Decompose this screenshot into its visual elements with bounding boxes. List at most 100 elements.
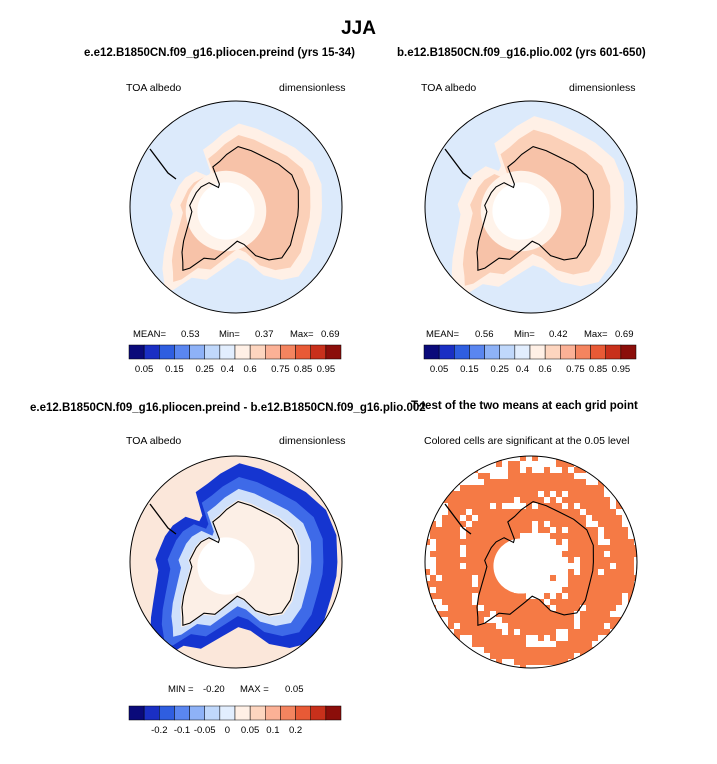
- map-coastline: [181, 145, 299, 272]
- panel2-units-label: dimensionless: [569, 82, 636, 94]
- map-boundary: [424, 455, 638, 669]
- colorbar-swatch: [544, 344, 561, 360]
- panel1-mean-value: 0.53: [181, 329, 200, 340]
- map-missing-pole: [493, 538, 549, 594]
- panel3-title: e.e12.B1850CN.f09_g16.pliocen.preind - b…: [30, 402, 426, 414]
- colorbar-swatch: [469, 344, 485, 360]
- map-coastline: [476, 500, 594, 627]
- colorbar-tick-label: 0.75: [271, 364, 290, 375]
- panel2-max-value: 0.69: [615, 329, 634, 340]
- panel3-variable-label: TOA albedo: [126, 435, 182, 447]
- colorbar-swatch: [204, 705, 221, 721]
- colorbar-tick-label: -0.2: [151, 725, 167, 736]
- panel1-colorbar: 0.05 0.15 0.25 0.4 0.6 0.75 0.85 0.95: [128, 344, 342, 375]
- colorbar-swatch: [219, 705, 236, 721]
- map-missing-pole: [197, 537, 255, 595]
- colorbar-swatch: [514, 344, 531, 360]
- colorbar-swatch: [575, 344, 591, 360]
- colorbar-tick-label: 0.15: [460, 364, 479, 375]
- colorbar-swatch: [219, 344, 236, 360]
- colorbar-swatch: [454, 344, 470, 360]
- colorbar-swatch: [143, 344, 160, 360]
- colorbar-swatch: [295, 705, 311, 721]
- panel3-min-label: MIN =: [168, 684, 194, 695]
- panel2-min-value: 0.42: [549, 329, 568, 340]
- colorbar-tick-label: 0.6: [538, 364, 551, 375]
- colorbar-tick-label: 0: [225, 725, 230, 736]
- panel2-min-label: Min=: [514, 329, 535, 340]
- colorbar-swatch: [249, 344, 266, 360]
- panel2-max-label: Max=: [584, 329, 608, 340]
- colorbar-swatch: [499, 344, 516, 360]
- panel1-units-label: dimensionless: [279, 82, 346, 94]
- colorbar-swatch: [265, 344, 281, 360]
- panel1-mean-label: MEAN=: [133, 329, 166, 340]
- colorbar-swatch: [280, 344, 296, 360]
- map-missing-pole: [197, 182, 255, 240]
- colorbar-swatch: [310, 344, 327, 360]
- map-boundary: [424, 100, 638, 314]
- panel1-variable-label: TOA albedo: [126, 82, 182, 94]
- colorbar-swatch: [189, 705, 205, 721]
- panel2-mean-value: 0.56: [475, 329, 494, 340]
- colorbar-swatch: [159, 705, 175, 721]
- colorbar-swatch: [438, 344, 455, 360]
- colorbar-swatch: [234, 705, 251, 721]
- map-peninsula-coastline: [149, 148, 177, 180]
- colorbar-tick-label: 0.4: [221, 364, 234, 375]
- panel2-variable-label: TOA albedo: [421, 82, 477, 94]
- panel1-title: e.e12.B1850CN.f09_g16.pliocen.preind (yr…: [84, 47, 356, 59]
- panel1-max-value: 0.69: [321, 329, 340, 340]
- colorbar-tick-label: 0.25: [195, 364, 214, 375]
- colorbar-tick-label: -0.1: [174, 725, 190, 736]
- colorbar-swatch: [143, 705, 160, 721]
- panel2-title: b.e12.B1850CN.f09_g16.plio.002 (yrs 601-…: [397, 47, 646, 59]
- panel3-colorbar: -0.2 -0.1 -0.05 0 0.05 0.1 0.2: [128, 705, 342, 736]
- colorbar-tick-label: 0.75: [566, 364, 585, 375]
- colorbar-tick-label: 0.85: [294, 364, 313, 375]
- colorbar-swatch: [234, 344, 251, 360]
- map-boundary: [129, 100, 343, 314]
- panel3-map: [129, 455, 343, 669]
- colorbar-swatch: [423, 344, 440, 360]
- panel3-min-value: -0.20: [203, 684, 225, 695]
- colorbar-swatch: [529, 344, 546, 360]
- colorbar-swatch: [605, 344, 622, 360]
- colorbar-tick-label: 0.85: [589, 364, 608, 375]
- colorbar-swatch: [310, 705, 327, 721]
- panel1-min-label: Min=: [219, 329, 240, 340]
- colorbar-swatch: [295, 344, 311, 360]
- colorbar-swatch: [174, 705, 190, 721]
- map-peninsula-coastline: [444, 148, 472, 180]
- panel3-max-value: 0.05: [285, 684, 304, 695]
- colorbar-tick-label: 0.05: [430, 364, 449, 375]
- colorbar-swatch: [189, 344, 205, 360]
- panel4-caption: Colored cells are significant at the 0.0…: [424, 435, 630, 447]
- panel2-mean-label: MEAN=: [426, 329, 459, 340]
- map-boundary: [129, 455, 343, 669]
- colorbar-swatch: [128, 705, 145, 721]
- colorbar-swatch: [128, 344, 145, 360]
- colorbar-swatch: [265, 705, 281, 721]
- colorbar-tick-label: 0.95: [317, 364, 336, 375]
- colorbar-swatch: [590, 344, 606, 360]
- panel2-colorbar: 0.05 0.15 0.25 0.4 0.6 0.75 0.85 0.95: [423, 344, 637, 375]
- colorbar-tick-label: 0.2: [289, 725, 302, 736]
- panel3-max-label: MAX =: [240, 684, 269, 695]
- colorbar-tick-label: 0.05: [135, 364, 154, 375]
- colorbar-swatch: [560, 344, 576, 360]
- map-peninsula-coastline: [149, 503, 177, 535]
- panel3-units-label: dimensionless: [279, 435, 346, 447]
- panel1-max-label: Max=: [290, 329, 314, 340]
- colorbar-tick-label: 0.95: [612, 364, 631, 375]
- panel2-map: [424, 100, 638, 314]
- map-missing-pole: [492, 182, 550, 240]
- panel1-map: [129, 100, 343, 314]
- colorbar-tick-label: 0.25: [490, 364, 509, 375]
- colorbar-swatch: [325, 705, 342, 721]
- colorbar-tick-label: 0.05: [241, 725, 259, 736]
- figure-title: JJA: [341, 18, 376, 39]
- colorbar-swatch: [484, 344, 500, 360]
- colorbar-tick-label: 0.4: [516, 364, 529, 375]
- colorbar-tick-label: 0.6: [243, 364, 256, 375]
